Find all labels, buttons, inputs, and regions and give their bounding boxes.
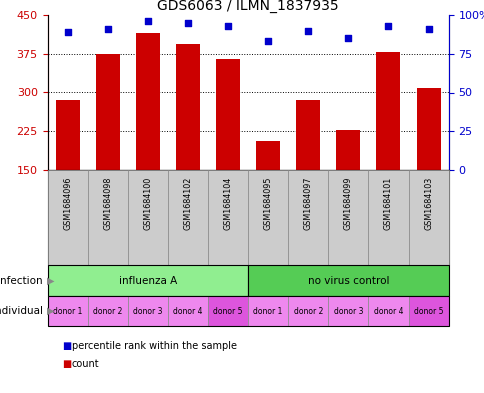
Point [224,23,231,29]
Text: ■: ■ [62,341,71,351]
Bar [167,170,208,265]
Text: GSM1684097: GSM1684097 [303,176,312,230]
Text: donor 5: donor 5 [213,307,242,316]
Bar [136,33,160,170]
Text: no virus control: no virus control [307,275,388,285]
Text: percentile rank within the sample: percentile rank within the sample [72,341,236,351]
Bar [296,100,319,170]
Text: ▶: ▶ [47,306,54,316]
Bar [208,296,247,326]
Text: individual: individual [0,306,43,316]
Text: donor 4: donor 4 [373,307,402,316]
Bar [176,44,199,170]
Bar [376,52,400,170]
Text: infection: infection [0,275,43,285]
Text: influenza A: influenza A [119,275,177,285]
Text: GSM1684095: GSM1684095 [263,176,272,230]
Bar [256,141,280,170]
Bar [56,100,79,170]
Bar [127,170,167,265]
Text: donor 3: donor 3 [333,307,363,316]
Point [63,29,71,35]
Point [304,28,312,34]
Point [384,23,392,29]
Text: GSM1684096: GSM1684096 [63,176,72,230]
Point [144,18,151,24]
Bar [215,59,240,170]
Text: donor 3: donor 3 [133,307,162,316]
Bar [368,170,408,265]
Bar [95,54,120,170]
Bar [167,296,208,326]
Text: donor 5: donor 5 [413,307,442,316]
Text: GSM1684098: GSM1684098 [103,176,112,230]
Text: ▶: ▶ [47,275,54,285]
Bar [368,296,408,326]
Title: GDS6063 / ILMN_1837935: GDS6063 / ILMN_1837935 [157,0,338,13]
Bar [287,296,328,326]
Bar [47,170,88,265]
Point [264,38,272,44]
Text: ■: ■ [62,359,71,369]
Bar [247,265,448,296]
Bar [127,296,167,326]
Bar [408,296,448,326]
Point [424,26,432,32]
Text: count: count [72,359,99,369]
Point [183,20,191,26]
Text: donor 1: donor 1 [53,307,82,316]
Text: donor 4: donor 4 [173,307,202,316]
Point [104,26,111,32]
Text: GSM1684101: GSM1684101 [383,176,392,230]
Bar [328,170,368,265]
Text: GSM1684103: GSM1684103 [423,176,432,230]
Bar [47,296,88,326]
Bar [247,296,287,326]
Text: donor 1: donor 1 [253,307,282,316]
Point [344,35,351,41]
Text: GSM1684100: GSM1684100 [143,176,152,230]
Bar [416,88,439,170]
Bar [247,170,287,265]
Bar [335,130,360,170]
Text: GSM1684102: GSM1684102 [183,176,192,230]
Text: donor 2: donor 2 [293,307,322,316]
Text: GSM1684104: GSM1684104 [223,176,232,230]
Bar [287,170,328,265]
Text: donor 2: donor 2 [93,307,122,316]
Text: GSM1684099: GSM1684099 [343,176,352,230]
Bar [88,170,127,265]
Bar [328,296,368,326]
Bar [408,170,448,265]
Bar [208,170,247,265]
Bar [47,265,247,296]
Bar [88,296,127,326]
